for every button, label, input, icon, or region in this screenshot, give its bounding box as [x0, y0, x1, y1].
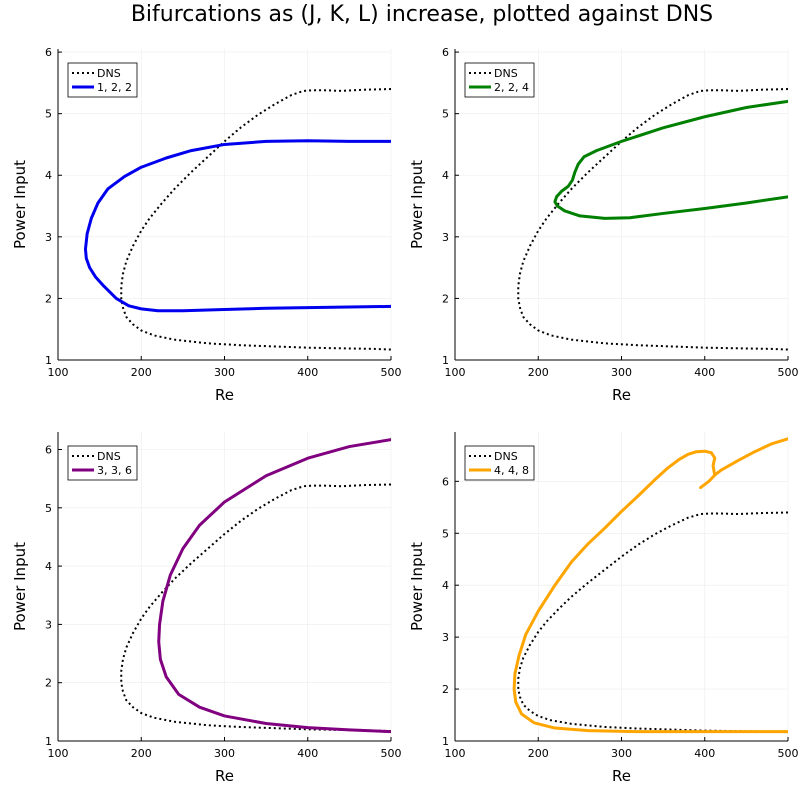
x-tick-label: 100 — [48, 747, 69, 760]
x-tick-label: 400 — [694, 747, 715, 760]
subplot-1: 100 200 300 400 500 1 2 3 4 5 6 Re Power Input DNS1, … — [11, 46, 402, 404]
x-tick-label: 500 — [778, 747, 799, 760]
y-tick-label: 3 — [442, 631, 449, 644]
y-tick-label: 4 — [442, 579, 449, 592]
x-tick-label: 400 — [297, 366, 318, 379]
y-tick-label: 6 — [45, 443, 52, 456]
x-tick-label: 200 — [131, 366, 152, 379]
y-tick-label: 4 — [45, 560, 52, 573]
figure-title: Bifurcations as (J, K, L) increase, plot… — [131, 2, 713, 27]
legend-box — [67, 445, 138, 481]
y-tick-label: 6 — [45, 46, 52, 59]
x-axis-label: Re — [612, 386, 631, 404]
y-axis-label: Power Input — [11, 542, 29, 631]
y-tick-label: 5 — [45, 502, 52, 515]
subplot-2: 100 200 300 400 500 1 2 3 4 5 6 Re Power Input DNS2, … — [408, 46, 799, 404]
y-tick-label: 6 — [442, 475, 449, 488]
legend-entry: 3, 3, 6 — [97, 464, 132, 477]
x-tick-label: 500 — [381, 747, 402, 760]
legend-entry: DNS — [494, 450, 518, 463]
y-tick-label: 5 — [442, 527, 449, 540]
x-axis-label: Re — [612, 767, 631, 785]
series-line-dns — [120, 483, 391, 733]
x-tick-label: 100 — [445, 747, 466, 760]
y-tick-label: 2 — [442, 683, 449, 696]
y-tick-label: 3 — [45, 618, 52, 631]
series-line-2-2-4 — [553, 99, 788, 220]
x-axis-label: Re — [215, 767, 234, 785]
y-tick-label: 2 — [45, 677, 52, 690]
x-tick-label: 300 — [611, 366, 632, 379]
legend-entry: 1, 2, 2 — [97, 81, 132, 94]
legend-box — [67, 62, 138, 98]
subplot-4: 100 200 300 400 500 1 2 3 4 5 6 Re Power Input DNS4, … — [408, 432, 799, 785]
x-tick-label: 300 — [214, 366, 235, 379]
x-tick-label: 200 — [528, 366, 549, 379]
series-line-dns — [517, 88, 788, 351]
series-group — [512, 437, 788, 734]
x-tick-label: 100 — [445, 366, 466, 379]
x-tick-label: 200 — [528, 747, 549, 760]
x-axis-label: Re — [215, 386, 234, 404]
y-tick-label: 3 — [442, 231, 449, 244]
y-axis-label: Power Input — [11, 160, 29, 249]
x-tick-label: 400 — [694, 366, 715, 379]
y-axis-label: Power Input — [408, 160, 426, 249]
y-tick-label: 1 — [45, 735, 52, 748]
legend-box — [464, 445, 535, 481]
x-tick-label: 400 — [297, 747, 318, 760]
y-tick-label: 1 — [442, 354, 449, 367]
x-tick-label: 100 — [48, 366, 69, 379]
legend-box — [464, 62, 535, 98]
series-group — [517, 88, 788, 351]
y-tick-label: 3 — [45, 231, 52, 244]
y-tick-label: 4 — [442, 169, 449, 182]
series-line-segment — [699, 473, 717, 490]
x-tick-label: 300 — [611, 747, 632, 760]
y-tick-label: 5 — [45, 108, 52, 121]
y-axis-label: Power Input — [408, 542, 426, 631]
series-line-dns — [120, 88, 391, 351]
series-line-4-4-8 — [512, 437, 788, 734]
legend-entry: DNS — [97, 67, 121, 80]
y-tick-label: 5 — [442, 108, 449, 121]
x-tick-label: 500 — [778, 366, 799, 379]
series-group — [83, 88, 391, 351]
series-line-3-3-6 — [157, 438, 391, 734]
legend-entry: 4, 4, 8 — [494, 464, 529, 477]
x-tick-label: 200 — [131, 747, 152, 760]
x-tick-label: 300 — [214, 747, 235, 760]
y-tick-label: 6 — [442, 46, 449, 59]
x-tick-label: 500 — [381, 366, 402, 379]
subplot-3: 100 200 300 400 500 1 2 3 4 5 6 Re Power Input DNS3, … — [11, 432, 402, 785]
y-tick-label: 1 — [442, 735, 449, 748]
y-tick-label: 4 — [45, 169, 52, 182]
legend-entry: DNS — [97, 450, 121, 463]
y-tick-label: 2 — [442, 292, 449, 305]
series-group — [120, 438, 391, 734]
series-line-1-2-2 — [83, 139, 391, 313]
legend-entry: 2, 2, 4 — [494, 81, 529, 94]
y-tick-label: 2 — [45, 292, 52, 305]
series-line-dns — [517, 511, 788, 734]
legend-entry: DNS — [494, 67, 518, 80]
y-tick-label: 1 — [45, 354, 52, 367]
